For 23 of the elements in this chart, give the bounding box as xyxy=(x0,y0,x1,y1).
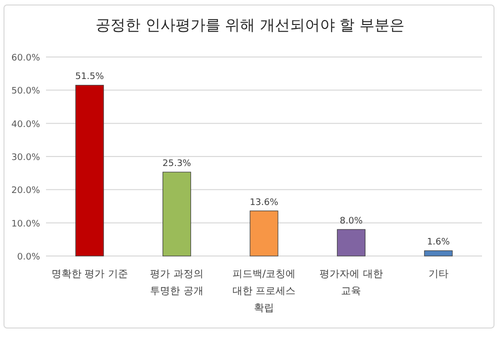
chart-title: 공정한 인사평가를 위해 개선되어야 할 부분은 xyxy=(96,16,404,34)
data-label: 51.5% xyxy=(75,72,104,82)
bar xyxy=(336,229,366,256)
y-tick-label: 60.0% xyxy=(11,54,40,64)
y-tick-label: 10.0% xyxy=(11,219,40,230)
x-tick-label: 평가 과정의 투명한 공개 xyxy=(150,269,204,297)
data-label: 13.6% xyxy=(250,198,279,208)
bar xyxy=(424,250,453,256)
y-tick-label: 40.0% xyxy=(11,120,40,130)
x-tick-label: 평가자에 대한 교육 xyxy=(320,269,383,297)
y-tick-label: 20.0% xyxy=(11,186,40,196)
x-tick-label: 명확한 평가 기준 xyxy=(51,269,128,280)
y-tick-label: 0.0% xyxy=(17,252,40,262)
x-tick-label: 피드백/코칭에 대한 프로세스 확립 xyxy=(232,269,296,314)
x-tick-label: 기타 xyxy=(428,269,448,280)
y-tick-label: 30.0% xyxy=(11,153,40,163)
y-tick-label: 50.0% xyxy=(11,86,40,97)
bar xyxy=(162,172,192,256)
bar xyxy=(250,210,278,256)
data-label: 1.6% xyxy=(426,238,450,248)
data-label: 25.3% xyxy=(162,159,192,170)
data-label: 8.0% xyxy=(340,216,364,226)
bar xyxy=(75,84,104,256)
